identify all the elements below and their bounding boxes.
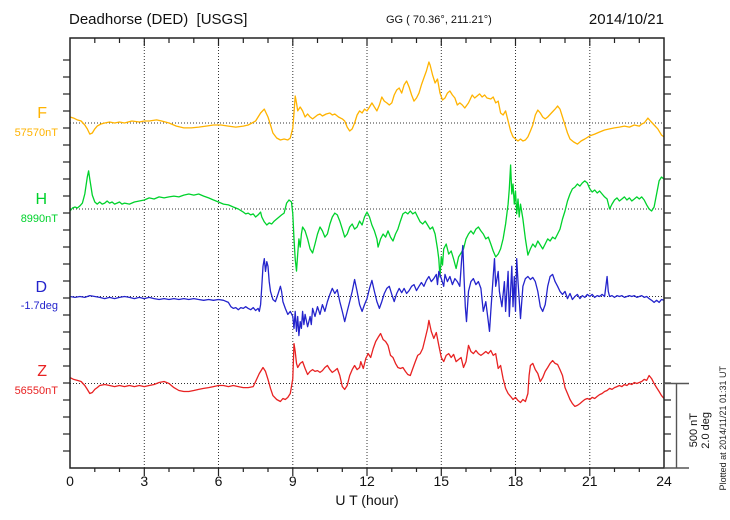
- x-tick-label-21: 21: [581, 473, 598, 489]
- x-tick-label-3: 3: [140, 473, 149, 489]
- x-tick-label-24: 24: [656, 473, 672, 489]
- x-tick-label-0: 0: [66, 473, 74, 489]
- scale-bar-nt-label: 500 nT: [688, 412, 700, 448]
- scale-bar-labels: 500 nT 2.0 deg: [688, 390, 712, 470]
- trace-D: [69, 244, 665, 337]
- x-tick-label-15: 15: [433, 473, 450, 489]
- trace-H: [69, 164, 665, 278]
- station-title: Deadhorse (DED) [USGS]: [69, 11, 248, 28]
- x-axis-title: U T (hour): [335, 492, 399, 508]
- trace-F: [69, 61, 665, 145]
- x-tick-label-12: 12: [359, 473, 375, 489]
- x-tick-label-18: 18: [507, 473, 524, 489]
- scale-bar-deg-label: 2.0 deg: [700, 411, 713, 449]
- trace-Z: [69, 319, 665, 408]
- channel-baseline-D: -1.7deg: [20, 300, 58, 312]
- geographic-coords: GG ( 70.36°, 211.21°): [386, 14, 492, 26]
- channel-baseline-Z: 56550nT: [14, 385, 58, 397]
- x-tick-label-6: 6: [214, 473, 223, 489]
- channel-letter-H: H: [35, 191, 47, 208]
- channel-letter-Z: Z: [37, 363, 47, 380]
- x-tick-label-9: 9: [288, 473, 297, 489]
- channel-baseline-H: 8990nT: [20, 213, 58, 225]
- channel-baseline-F: 57570nT: [14, 127, 58, 139]
- channel-letter-F: F: [37, 105, 47, 122]
- plot-date: 2014/10/21: [588, 11, 664, 28]
- plotted-timestamp-note: Plotted at 2014/11/21 01:31 UT: [718, 365, 728, 490]
- channel-letter-D: D: [35, 279, 47, 296]
